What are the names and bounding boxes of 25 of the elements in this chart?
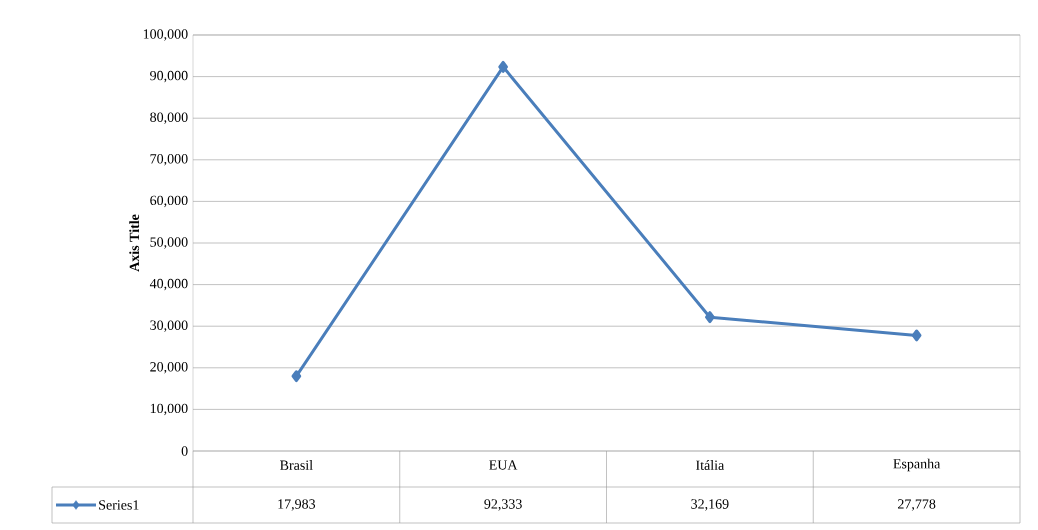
point [911, 329, 922, 342]
point [705, 311, 715, 324]
y-tick-label: 40,000 [149, 278, 188, 291]
y-tick-label: 20,000 [150, 362, 188, 374]
y-tick-label: 0 [181, 446, 188, 456]
data-label: 27,778 [897, 499, 936, 511]
legend-label: Series1 [99, 500, 139, 510]
point [291, 370, 302, 383]
y-tick-label: 50,000 [150, 237, 188, 249]
y-tick-label: 90,000 [150, 70, 188, 83]
y-tick-label: 80,000 [150, 112, 188, 124]
y-tick-label: 60,000 [150, 195, 188, 208]
point [498, 60, 508, 73]
x-tick-label: Espanha [893, 458, 941, 472]
y-axis-title: Axis Title [129, 214, 140, 272]
x-tick-label: Itália [696, 460, 725, 470]
data-label: 32,169 [691, 499, 729, 511]
y-tick-label: 10,000 [150, 403, 188, 416]
data-label: 17,983 [278, 499, 316, 511]
y-tick-label: 100,000 [143, 29, 188, 41]
y-tick-label: 30,000 [150, 320, 188, 332]
data-label: 92,333 [484, 499, 522, 511]
y-tick-label: 70,000 [150, 154, 188, 166]
x-tick-label: Brasil [280, 460, 313, 470]
x-tick-label: EUA [489, 460, 518, 470]
